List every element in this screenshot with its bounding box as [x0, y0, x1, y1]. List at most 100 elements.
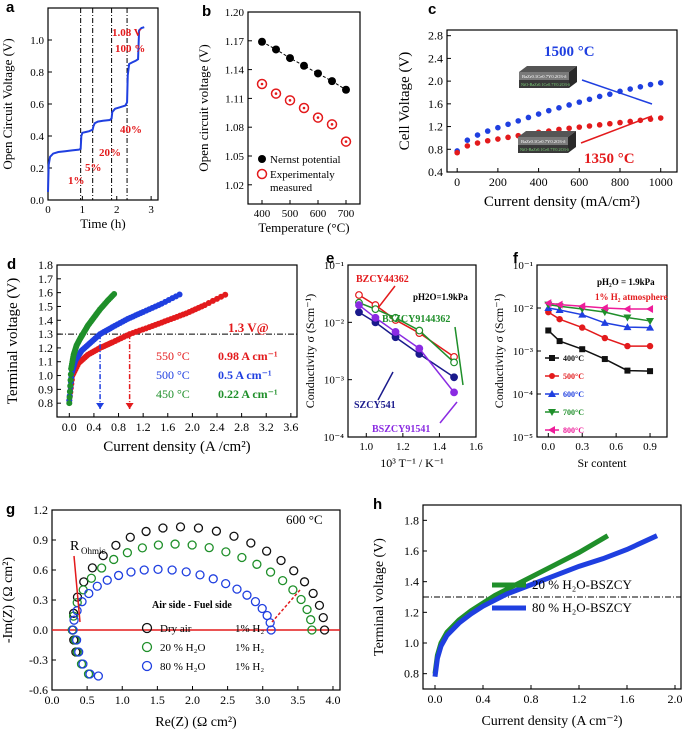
measured-point-core [330, 123, 334, 126]
point-red [484, 137, 491, 144]
y-tick-label: 0.9 [33, 533, 48, 547]
point-blue [607, 91, 613, 97]
x-tick-label: 400 [530, 175, 548, 189]
x-tick-label: 1000 [649, 175, 673, 189]
y-tick-label: 0.4 [428, 165, 443, 179]
point-blue [167, 565, 177, 575]
point-blue [195, 570, 205, 580]
legend-label: 400°C [563, 354, 584, 363]
y-tick-label: 0.6 [30, 99, 44, 111]
point-green [109, 554, 119, 565]
point-black [556, 338, 563, 345]
legend-label-2: 1% H₂ [235, 623, 264, 635]
x-axis-label: Re(Z) (Ω cm²) [155, 715, 237, 730]
point-blue [535, 111, 542, 117]
stack-layer-1 [518, 137, 568, 145]
point-green [252, 559, 262, 569]
point-blue [266, 625, 276, 635]
point-magenta [555, 300, 563, 309]
label-1350: 1350 °C [584, 151, 635, 167]
y-tick-label: 0.8 [30, 67, 44, 79]
stack-top-face [519, 66, 577, 72]
y-tick-label: 1.1 [38, 355, 53, 369]
y-tick-label: 10⁻¹ [513, 260, 533, 272]
point-green [265, 567, 276, 577]
x-tick-label: 3.6 [283, 420, 298, 434]
point-navy [450, 373, 458, 382]
measured-point-core [344, 140, 348, 143]
stack-bottom: BaZr0.1Ce0.7Y0.2O3-δ NiO-BaZr0.1Ce0.7Y0.2… [518, 131, 576, 153]
point-red [601, 334, 609, 342]
point-green [153, 540, 164, 550]
point-blue [139, 565, 149, 575]
label-0-5: 0.5 A cm⁻¹ [218, 368, 272, 382]
y-tick-label: 1.17 [225, 36, 245, 48]
annotation-40: 40% [120, 124, 142, 136]
y-tick-label: 1.20 [225, 7, 245, 19]
point-black [289, 566, 299, 576]
y-tick-label: 1.02 [225, 180, 244, 192]
point-black [319, 625, 330, 635]
x-axis-label: 10³ T⁻¹ / K⁻¹ [380, 456, 444, 470]
panel-letter: a [6, 0, 15, 16]
y-tick-label: 1.4 [404, 575, 419, 589]
point-blue [102, 575, 112, 585]
point-green [307, 625, 317, 635]
x-tick-label: 1.4 [433, 441, 447, 453]
x-tick-label: 600 [310, 208, 327, 220]
y-tick-label: 2.0 [428, 74, 443, 88]
point-blue [647, 81, 654, 88]
nernst-point [258, 37, 266, 46]
point-black [211, 526, 222, 536]
point-green [137, 543, 148, 553]
measured-point [270, 88, 282, 99]
x-tick-label: 0.4 [86, 420, 101, 434]
label-ph2o-f: pH₂O = 1.9kPa [597, 277, 655, 287]
x-tick-label: 4.0 [325, 693, 340, 707]
arrow-rohmic [73, 555, 81, 623]
stack-layer-2 [518, 145, 568, 153]
x-tick-label: 0.8 [524, 692, 539, 706]
point-blue [556, 105, 562, 111]
point-red [657, 115, 664, 121]
panel-c: 0 200 400 600 800 1000 0.4 0.8 1.2 1.6 2.0 2.4 2.8 Cu… [397, 1, 678, 210]
measured-point [298, 102, 310, 114]
panel-letter: e [326, 250, 334, 267]
legend-label: 500°C [563, 372, 584, 381]
annotation-1: 1% [68, 175, 85, 187]
point-blue [113, 570, 124, 581]
x-axis-label: Sr content [578, 456, 628, 470]
point-blue [69, 615, 79, 625]
y-tick-label: -0.6 [29, 683, 48, 697]
x-tick-label: 1.0 [115, 693, 130, 707]
measured-point-core [260, 82, 264, 86]
measured-point-core [302, 106, 306, 110]
measured-point [326, 119, 338, 130]
point-blue [505, 121, 511, 128]
x-tick-label: 0.0 [45, 693, 60, 707]
stack-side [568, 131, 576, 153]
point-red [556, 315, 563, 323]
measured-point [256, 78, 268, 90]
point-blue [600, 318, 609, 326]
y-tick-label: 0.0 [33, 623, 48, 637]
point-blue [495, 124, 501, 131]
point-black [261, 546, 272, 556]
nernst-point [286, 54, 294, 63]
arrow-bszcy91541 [439, 401, 458, 424]
point-blue [92, 581, 102, 591]
x-tick-label: 1.2 [136, 420, 151, 434]
point-green [302, 604, 312, 615]
point-black [98, 550, 108, 561]
measured-point [284, 95, 296, 106]
x-axis-label: Current density (A /cm²) [103, 439, 250, 455]
x-tick-label: 1.0 [359, 441, 373, 453]
arrow-szcy541 [377, 371, 394, 401]
point-red [355, 291, 363, 299]
x-tick-label: 3.5 [290, 693, 305, 707]
label-ohmic: Ohmic [81, 546, 106, 556]
panel-letter: f [513, 250, 519, 267]
stack-top-face [518, 131, 576, 137]
tail-point-blue [74, 647, 84, 657]
label-ph2o: pH2O=1.9kPa [413, 292, 468, 302]
